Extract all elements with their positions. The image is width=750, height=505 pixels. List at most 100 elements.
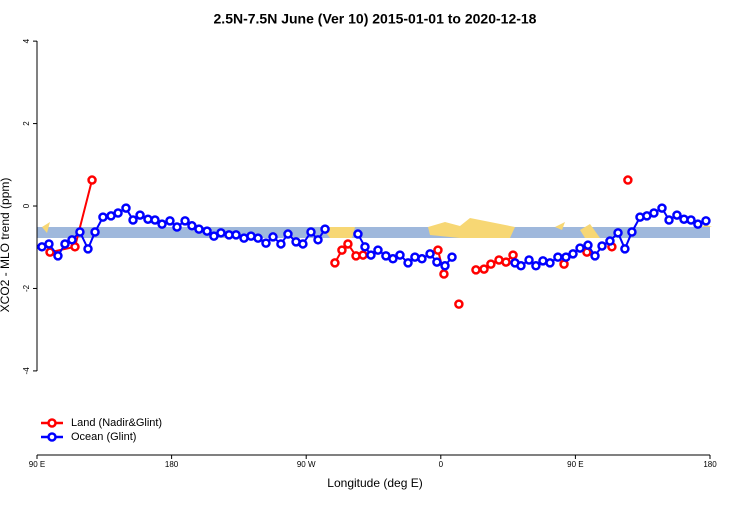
data-point bbox=[433, 245, 443, 255]
legend-symbol bbox=[47, 418, 57, 428]
data-point bbox=[360, 242, 370, 252]
y-tick-label: -2 bbox=[22, 284, 31, 292]
x-tick-label: 90 W bbox=[297, 460, 316, 469]
data-point bbox=[337, 245, 347, 255]
data-point bbox=[395, 250, 405, 260]
data-point bbox=[597, 241, 607, 251]
data-point bbox=[440, 261, 450, 271]
data-point bbox=[623, 175, 633, 185]
data-point bbox=[261, 238, 271, 248]
data-point bbox=[366, 250, 376, 260]
data-point bbox=[276, 239, 286, 249]
data-point bbox=[83, 244, 93, 254]
data-point bbox=[605, 236, 615, 246]
data-point bbox=[298, 239, 308, 249]
data-point bbox=[98, 212, 108, 222]
land-shapes bbox=[42, 218, 712, 238]
x-tick-label: 90 E bbox=[29, 460, 45, 469]
data-point bbox=[545, 258, 555, 268]
data-point bbox=[553, 252, 563, 262]
data-point bbox=[187, 221, 197, 231]
data-point bbox=[672, 210, 682, 220]
data-point bbox=[353, 229, 363, 239]
data-point bbox=[75, 227, 85, 237]
map-strip bbox=[37, 227, 710, 238]
data-point bbox=[373, 245, 383, 255]
x-tick-label: 90 E bbox=[567, 460, 583, 469]
data-point bbox=[508, 250, 518, 260]
data-point bbox=[320, 224, 330, 234]
data-point bbox=[330, 258, 340, 268]
data-point bbox=[67, 235, 77, 245]
data-point bbox=[575, 243, 585, 253]
y-axis-label: XCO2 - MLO trend (ppm) bbox=[0, 178, 12, 313]
legend-label: Ocean (Glint) bbox=[71, 431, 136, 443]
data-point bbox=[531, 261, 541, 271]
data-point bbox=[417, 254, 427, 264]
data-point bbox=[180, 216, 190, 226]
legend-label: Land (Nadir&Glint) bbox=[71, 417, 162, 429]
data-point bbox=[425, 249, 435, 259]
data-point bbox=[657, 203, 667, 213]
data-point bbox=[686, 215, 696, 225]
data-point bbox=[693, 219, 703, 229]
data-point bbox=[44, 239, 54, 249]
data-point bbox=[165, 216, 175, 226]
data-point bbox=[202, 226, 212, 236]
x-axis-label: Longitude (deg E) bbox=[327, 476, 422, 490]
data-point bbox=[113, 208, 123, 218]
x-tick-label: 0 bbox=[439, 460, 444, 469]
data-point bbox=[313, 235, 323, 245]
data-point bbox=[439, 269, 449, 279]
data-point bbox=[150, 215, 160, 225]
data-point bbox=[590, 251, 600, 261]
data-point bbox=[157, 219, 167, 229]
data-point bbox=[128, 215, 138, 225]
data-point bbox=[561, 252, 571, 262]
data-point bbox=[268, 232, 278, 242]
data-point bbox=[486, 259, 496, 269]
data-point bbox=[253, 233, 263, 243]
data-point bbox=[121, 203, 131, 213]
data-point bbox=[306, 227, 316, 237]
data-point bbox=[216, 228, 226, 238]
data-point bbox=[627, 227, 637, 237]
legend-symbol bbox=[47, 432, 57, 442]
data-point bbox=[87, 175, 97, 185]
data-point bbox=[388, 254, 398, 264]
data-point bbox=[343, 239, 353, 249]
data-point bbox=[568, 249, 578, 259]
y-tick-label: 0 bbox=[22, 203, 31, 208]
chart-title: 2.5N-7.5N June (Ver 10) 2015-01-01 to 20… bbox=[214, 11, 537, 27]
data-point bbox=[209, 231, 219, 241]
data-point bbox=[90, 227, 100, 237]
data-point bbox=[454, 299, 464, 309]
data-point bbox=[613, 228, 623, 238]
data-point bbox=[432, 257, 442, 267]
data-point bbox=[664, 215, 674, 225]
y-tick-label: -4 bbox=[22, 367, 31, 375]
data-point bbox=[620, 244, 630, 254]
data-point bbox=[53, 251, 63, 261]
data-point bbox=[172, 222, 182, 232]
data-point bbox=[403, 258, 413, 268]
data-point bbox=[135, 210, 145, 220]
data-point bbox=[194, 224, 204, 234]
y-tick-label: 4 bbox=[22, 38, 31, 43]
data-point bbox=[479, 264, 489, 274]
data-point bbox=[60, 239, 70, 249]
y-tick-label: 2 bbox=[22, 121, 31, 126]
data-point bbox=[358, 250, 368, 260]
x-tick-label: 180 bbox=[165, 460, 179, 469]
data-point bbox=[516, 261, 526, 271]
data-point bbox=[701, 216, 711, 226]
x-tick-label: 180 bbox=[703, 460, 717, 469]
data-point bbox=[231, 230, 241, 240]
data-point bbox=[524, 255, 534, 265]
data-point bbox=[501, 257, 511, 267]
data-point bbox=[45, 247, 55, 257]
data-point bbox=[583, 240, 593, 250]
data-point bbox=[447, 252, 457, 262]
data-point bbox=[471, 265, 481, 275]
